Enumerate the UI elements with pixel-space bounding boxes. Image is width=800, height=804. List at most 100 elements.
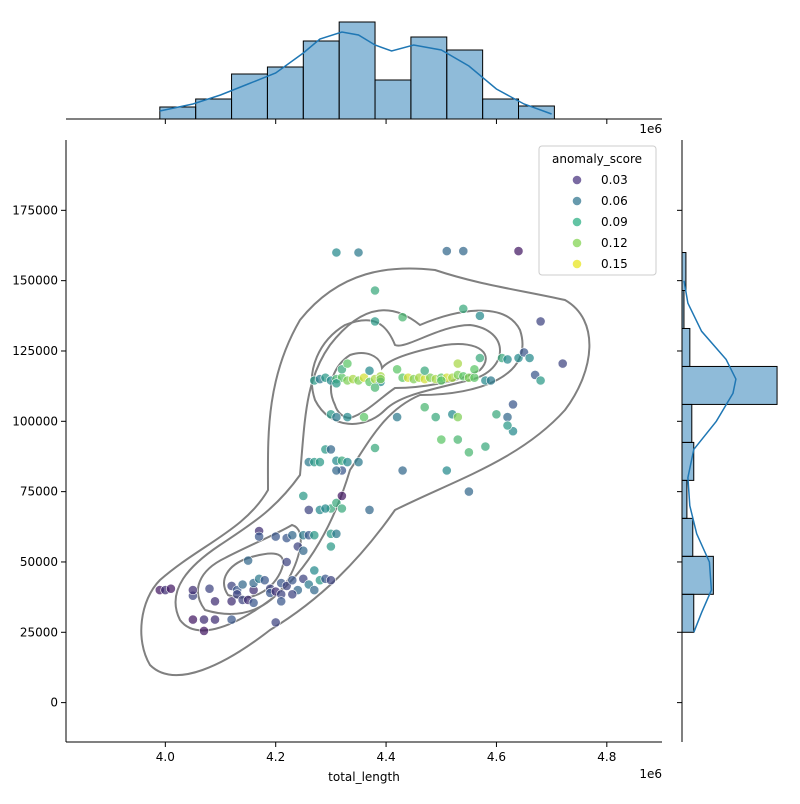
scatter-point: [320, 503, 331, 514]
scatter-point: [535, 375, 546, 386]
x-tick-label: 4.0: [156, 750, 175, 764]
legend-label: 0.03: [601, 173, 628, 187]
scatter-point: [469, 364, 480, 375]
right-marginal-histogram: [681, 252, 778, 633]
scatter-point: [419, 365, 430, 376]
right-marginal-ticks: [677, 209, 682, 704]
scatter-point: [524, 353, 535, 363]
kde-contour-3: [196, 319, 501, 615]
right-marginal-kde: [683, 280, 737, 633]
x-offset-label-main: 1e6: [639, 767, 662, 781]
top-hist-bar: [518, 105, 555, 120]
scatter-point: [331, 247, 342, 258]
top-hist-bar: [302, 40, 340, 120]
scatter-point: [309, 530, 320, 541]
right-hist-bar: [681, 479, 688, 519]
x-tick-label: 4.6: [487, 750, 506, 764]
scatter-point: [287, 530, 298, 541]
scatter-point: [287, 589, 298, 600]
scatter-point: [298, 490, 309, 501]
scatter-point: [441, 465, 452, 476]
top-hist-bar: [159, 106, 197, 120]
scatter-point: [480, 441, 491, 452]
legend-entries: 0.03 0.06 0.09 0.12 0.15: [572, 173, 628, 271]
scatter-point: [187, 614, 198, 625]
legend-marker: [572, 217, 582, 227]
y-tick-label: 75000: [20, 485, 58, 499]
scatter-point: [452, 412, 463, 422]
scatter-point: [353, 247, 364, 258]
scatter-point: [392, 364, 402, 375]
kde-contour-1: [140, 267, 591, 677]
top-hist-bar: [338, 21, 376, 120]
scatter-point: [502, 420, 513, 431]
legend-label: 0.12: [601, 236, 628, 250]
top-hist-bar: [446, 49, 484, 120]
scatter-point: [210, 614, 220, 625]
y-axis-ticks: 0 25000 50000 75000 100000 125000 150000 175000: [12, 203, 66, 710]
scatter-point: [237, 579, 248, 590]
scatter-point: [359, 412, 369, 422]
right-marginal: [677, 140, 778, 742]
legend-label: 0.06: [601, 194, 628, 208]
scatter-point: [325, 444, 336, 455]
scatter-point: [370, 285, 380, 296]
scatter-point: [375, 374, 386, 384]
scatter-point: [226, 614, 237, 625]
legend-marker: [572, 196, 582, 206]
legend-marker: [572, 259, 582, 269]
scatter-point: [513, 246, 524, 256]
legend-marker: [572, 238, 582, 248]
scatter-point: [204, 583, 215, 594]
scatter-point: [370, 316, 380, 327]
y-tick-label: 150000: [12, 274, 58, 288]
legend-marker: [572, 175, 582, 185]
scatter-point: [314, 457, 325, 467]
scatter-point: [331, 465, 342, 476]
scatter-point: [243, 555, 253, 566]
top-hist-bar: [266, 66, 304, 120]
scatter-point: [502, 412, 513, 422]
kde-contour-4: [223, 343, 487, 599]
scatter-point: [331, 412, 342, 422]
scatter-point: [199, 614, 209, 625]
legend: anomaly_score 0.03 0.06 0.09 0.12 0.15: [538, 145, 657, 276]
x-tick-label: 4.2: [266, 750, 285, 764]
top-marginal-ticks: [164, 119, 608, 124]
top-marginal: 1e6: [66, 21, 662, 136]
scatter-point: [298, 545, 309, 556]
kde-contour-2: [174, 309, 524, 632]
scatter-point: [342, 358, 353, 369]
scatter-point: [463, 486, 474, 497]
scatter-point: [535, 316, 546, 327]
x-axis-ticks: 4.0 4.2 4.4 4.6 4.8: [156, 742, 616, 764]
scatter-point: [474, 310, 485, 321]
scatter-point: [199, 626, 209, 636]
right-hist-bar: [681, 555, 714, 595]
y-tick-label: 100000: [12, 414, 58, 428]
scatter-point: [331, 528, 342, 539]
scatter-point: [458, 303, 469, 314]
scatter-point: [469, 372, 480, 383]
scatter-point: [165, 583, 176, 594]
scatter-point: [485, 375, 496, 386]
scatter-point: [458, 246, 469, 256]
scatter-point: [491, 409, 502, 420]
scatter-point: [370, 443, 380, 453]
scatter-point: [309, 565, 320, 576]
scatter-point: [392, 412, 402, 422]
scatter-point: [336, 490, 347, 501]
scatter-point: [436, 434, 447, 445]
y-tick-label: 50000: [20, 555, 58, 569]
right-hist-bar: [681, 290, 685, 329]
legend-title: anomaly_score: [552, 152, 642, 166]
legend-box: [538, 145, 657, 276]
x-tick-label: 4.8: [597, 750, 616, 764]
right-hist-bar: [681, 327, 691, 367]
legend-label: 0.09: [601, 215, 628, 229]
scatter-point: [430, 412, 441, 422]
scatter-point: [463, 447, 474, 458]
scatter-point: [303, 504, 314, 515]
scatter-point: [254, 531, 264, 542]
